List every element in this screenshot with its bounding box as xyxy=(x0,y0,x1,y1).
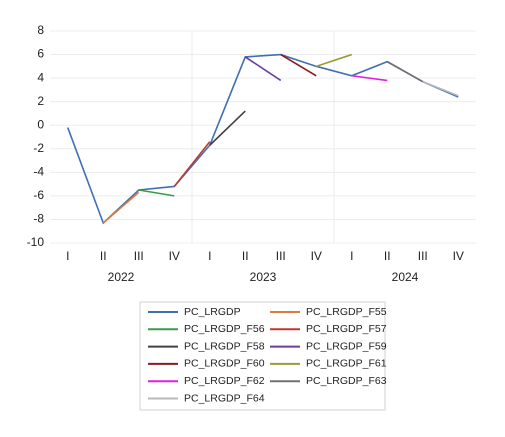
legend-label: PC_LRGDP_F58 xyxy=(184,340,265,352)
series-line xyxy=(67,53,459,225)
x-tick-label: I xyxy=(208,249,211,263)
series-line xyxy=(386,60,424,83)
legend-label: PC_LRGDP xyxy=(184,306,241,318)
x-group-label: 2022 xyxy=(108,270,135,284)
series-line xyxy=(102,191,140,224)
y-tick-label: 0 xyxy=(37,117,44,131)
x-tick-label: II xyxy=(100,249,107,263)
legend-label: PC_LRGDP_F61 xyxy=(306,358,387,370)
x-tick-label: II xyxy=(384,249,391,263)
series-line xyxy=(173,141,211,187)
series-line xyxy=(315,53,353,68)
y-tick-label: -2 xyxy=(33,141,44,155)
legend: PC_LRGDP PC_LRGDP_F55 PC_LRGDP_F56 PC_LRGDP… xyxy=(148,306,387,404)
x-tick-label: I xyxy=(350,249,353,263)
x-tick-label: III xyxy=(134,249,144,263)
series-line xyxy=(422,80,459,97)
legend-label: PC_LRGDP_F56 xyxy=(184,323,265,335)
series-line xyxy=(280,53,317,77)
y-tick-label: 2 xyxy=(37,94,44,108)
legend-box xyxy=(139,301,386,411)
x-group-label: 2023 xyxy=(250,270,277,284)
series-line xyxy=(209,110,246,146)
x-tick-label: IV xyxy=(311,249,322,263)
x-tick-label: IV xyxy=(453,249,464,263)
legend-label: PC_LRGDP_F59 xyxy=(306,340,387,352)
y-tick-label: -6 xyxy=(33,188,44,202)
legend-label: PC_LRGDP_F64 xyxy=(184,392,265,404)
x-tick-label: IV xyxy=(169,249,180,263)
y-tick-label: -4 xyxy=(33,165,44,179)
y-tick-label: -10 xyxy=(27,235,45,249)
x-group-label: 2024 xyxy=(392,270,419,284)
legend-label: PC_LRGDP_F62 xyxy=(184,375,265,387)
legend-label: PC_LRGDP_F63 xyxy=(306,375,387,387)
legend-label: PC_LRGDP_F57 xyxy=(306,323,387,335)
legend-label: PC_LRGDP_F55 xyxy=(306,306,387,318)
y-tick-label: -8 xyxy=(33,212,44,226)
legend-label: PC_LRGDP_F60 xyxy=(184,358,265,370)
x-tick-label: II xyxy=(242,249,249,263)
y-tick-label: 8 xyxy=(37,23,44,37)
series-line xyxy=(351,74,388,82)
series-line xyxy=(244,56,282,82)
y-tick-label: 4 xyxy=(37,70,44,84)
y-tick-label: 6 xyxy=(37,47,44,61)
x-tick-label: III xyxy=(276,249,286,263)
x-tick-label: I xyxy=(66,249,69,263)
series-line xyxy=(138,189,175,197)
x-tick-label: III xyxy=(418,249,428,263)
